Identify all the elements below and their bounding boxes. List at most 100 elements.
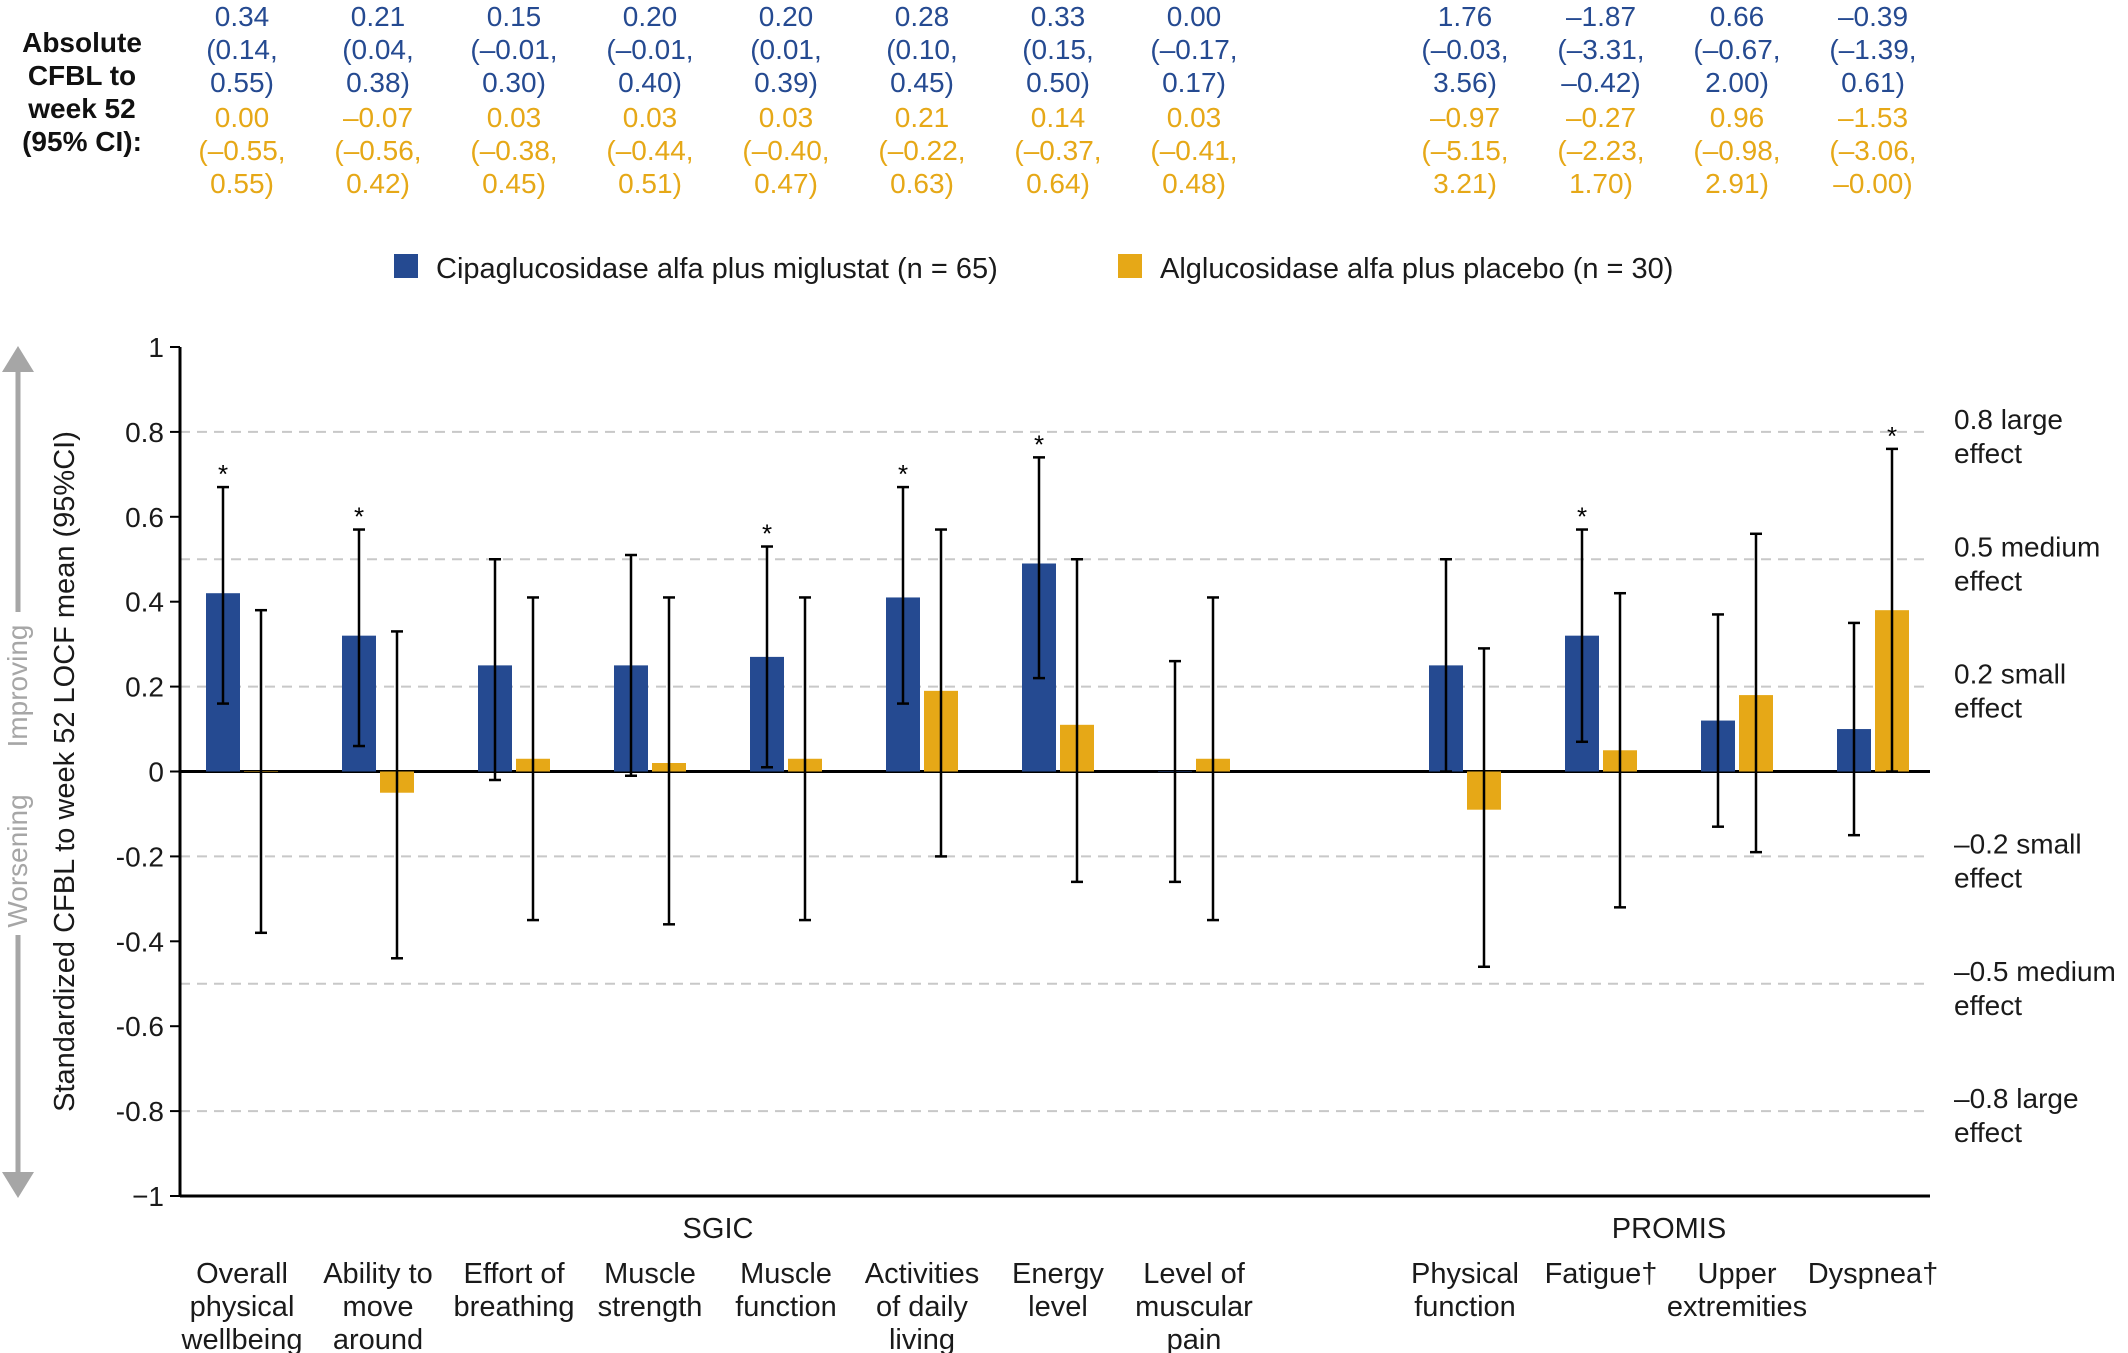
- legend-swatch: [394, 254, 418, 278]
- significance-star: *: [762, 519, 772, 549]
- abs-value-blue: 0.30): [482, 67, 546, 98]
- legend-swatch: [1118, 254, 1142, 278]
- legend-label: Cipaglucosidase alfa plus miglustat (n =…: [436, 253, 998, 285]
- significance-star: *: [1887, 421, 1897, 451]
- abs-label-line: Absolute: [22, 27, 142, 58]
- abs-value-gold: (–3.06,: [1829, 135, 1916, 166]
- category-label: Muscle: [740, 1258, 832, 1290]
- y-tick-label: 0.6: [125, 502, 164, 533]
- group-labels: SGIC PROMIS: [683, 1213, 1727, 1245]
- significance-star: *: [898, 459, 908, 489]
- group-label: SGIC: [683, 1213, 754, 1245]
- abs-value-blue: (–0.03,: [1421, 34, 1508, 65]
- abs-value-blue: (–3.31,: [1557, 34, 1644, 65]
- legend-label: Alglucosidase alfa plus placebo (n = 30): [1160, 253, 1673, 285]
- abs-value-gold: 0.51): [618, 168, 682, 199]
- category-label: Ability to: [323, 1258, 433, 1290]
- abs-value-blue: (–0.17,: [1150, 34, 1237, 65]
- category-label: Effort of: [463, 1258, 565, 1290]
- abs-value-blue: 0.00: [1167, 1, 1222, 32]
- abs-value-blue: 0.17): [1162, 67, 1226, 98]
- abs-value-blue: (0.14,: [206, 34, 278, 65]
- abs-label-line: week 52: [27, 93, 135, 124]
- abs-value-gold: (–0.44,: [606, 135, 693, 166]
- abs-value-gold: –0.27: [1566, 102, 1636, 133]
- y-tick-label: 0: [148, 757, 164, 788]
- abs-value-gold: (–0.40,: [742, 135, 829, 166]
- abs-value-blue: 0.28: [895, 1, 950, 32]
- y-tick-label: -0.8: [116, 1096, 164, 1127]
- abs-value-gold: 0.42): [346, 168, 410, 199]
- category-label: function: [735, 1291, 837, 1323]
- abs-value-gold: (–5.15,: [1421, 135, 1508, 166]
- abs-value-blue: (0.04,: [342, 34, 414, 65]
- legend: Cipaglucosidase alfa plus miglustat (n =…: [394, 253, 1673, 285]
- abs-value-gold: 0.03: [623, 102, 678, 133]
- abs-value-blue: 0.40): [618, 67, 682, 98]
- significance-star: *: [1577, 502, 1587, 532]
- abs-value-blue: –1.87: [1566, 1, 1636, 32]
- abs-value-blue: (0.10,: [886, 34, 958, 65]
- effect-label: effect: [1954, 990, 2022, 1021]
- abs-value-gold: –1.53: [1838, 102, 1908, 133]
- abs-value-blue: 0.20: [623, 1, 678, 32]
- abs-value-gold: –0.00): [1833, 168, 1912, 199]
- abs-label-line: CFBL to: [28, 60, 136, 91]
- category-label: Fatigue†: [1545, 1258, 1658, 1290]
- abs-value-blue: 0.45): [890, 67, 954, 98]
- y-tick-label: -0.2: [116, 841, 164, 872]
- absolute-cfbl-values: 0.34(0.14,0.55)0.00(–0.55,0.55)0.21(0.04…: [198, 1, 1916, 199]
- abs-value-blue: 3.56): [1433, 67, 1497, 98]
- effect-label: effect: [1954, 1117, 2022, 1148]
- abs-value-blue: 0.50): [1026, 67, 1090, 98]
- abs-value-blue: 0.55): [210, 67, 274, 98]
- abs-value-gold: (–0.38,: [470, 135, 557, 166]
- abs-value-blue: 1.76: [1438, 1, 1493, 32]
- abs-value-gold: 0.03: [759, 102, 814, 133]
- abs-value-blue: (0.15,: [1022, 34, 1094, 65]
- abs-value-blue: 0.34: [215, 1, 270, 32]
- category-label: strength: [598, 1291, 703, 1323]
- y-tick-label: 0.8: [125, 417, 164, 448]
- category-label: breathing: [454, 1291, 575, 1323]
- y-axis-title: Standardized CFBL to week 52 LOCF mean (…: [49, 431, 81, 1112]
- category-label: Physical: [1411, 1258, 1519, 1290]
- abs-value-blue: 0.21: [351, 1, 406, 32]
- y-tick-label: 0.4: [125, 587, 164, 618]
- abs-value-gold: 0.03: [487, 102, 542, 133]
- abs-value-gold: (–0.56,: [334, 135, 421, 166]
- y-tick-label: 1: [148, 332, 164, 363]
- category-label: Overall: [196, 1258, 288, 1290]
- abs-value-blue: 0.61): [1841, 67, 1905, 98]
- category-label: pain: [1167, 1324, 1222, 1353]
- category-label: Upper: [1698, 1258, 1777, 1290]
- category-label: function: [1414, 1291, 1516, 1323]
- abs-value-gold: 0.48): [1162, 168, 1226, 199]
- abs-value-gold: 2.91): [1705, 168, 1769, 199]
- effect-label: effect: [1954, 862, 2022, 893]
- abs-value-blue: (–1.39,: [1829, 34, 1916, 65]
- significance-star: *: [218, 459, 228, 489]
- abs-value-blue: 0.15: [487, 1, 542, 32]
- abs-value-gold: (–2.23,: [1557, 135, 1644, 166]
- worsening-arrow-icon: [2, 1172, 34, 1198]
- category-label: physical: [190, 1291, 295, 1323]
- category-label: level: [1028, 1291, 1088, 1323]
- abs-value-blue: –0.39: [1838, 1, 1908, 32]
- abs-value-blue: 0.66: [1710, 1, 1765, 32]
- category-label: Activities: [865, 1258, 979, 1290]
- effect-label: effect: [1954, 438, 2022, 469]
- abs-value-blue: 0.38): [346, 67, 410, 98]
- effect-label: effect: [1954, 693, 2022, 724]
- significance-star: *: [1034, 429, 1044, 459]
- abs-label-line: (95% CI):: [22, 126, 142, 157]
- abs-value-gold: (–0.37,: [1014, 135, 1101, 166]
- category-label: Dyspnea†: [1808, 1258, 1939, 1290]
- improving-label: Improving: [2, 625, 33, 748]
- abs-value-blue: (–0.01,: [470, 34, 557, 65]
- abs-value-gold: –0.97: [1430, 102, 1500, 133]
- category-label: Muscle: [604, 1258, 696, 1290]
